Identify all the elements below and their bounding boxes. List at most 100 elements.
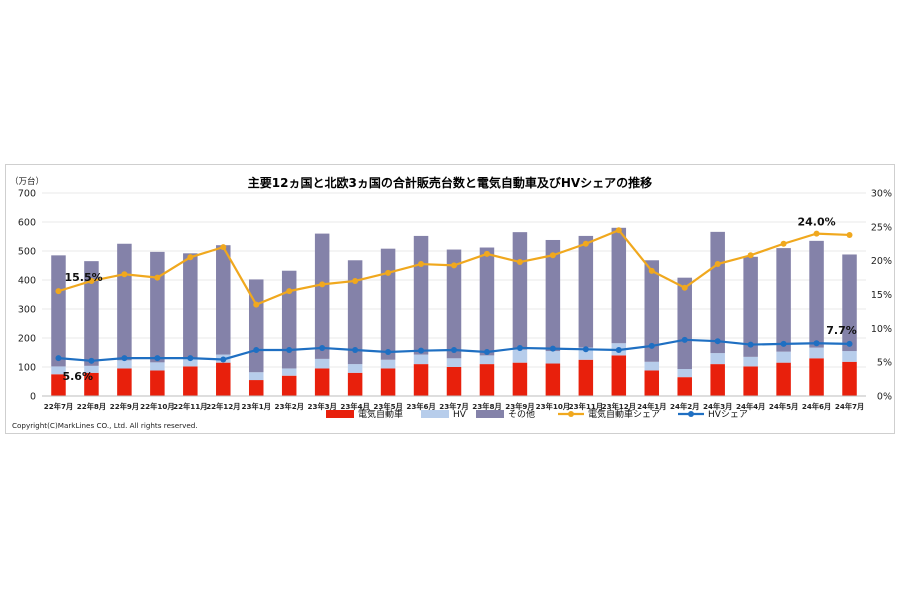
line-point [220,244,227,251]
line-point [648,342,655,349]
bar-segment [842,351,857,362]
bar-segment [216,245,231,355]
combo-chart: 主要12ヵ国と北欧3ヵ国の合計販売台数と電気自動車及びHVシェアの推移 （万台）… [10,175,892,430]
line-point [846,340,853,347]
line-point [253,346,260,353]
bar-segment [545,351,561,364]
x-tick: 23年6月 [406,402,435,411]
line-point [121,271,128,278]
legend-label: その他 [508,408,535,420]
bar-segment [512,349,528,363]
bar-segment [281,375,297,396]
bar-segment [710,364,725,396]
line-point [615,227,622,234]
bar-segment [183,366,198,396]
bar-segment [51,366,66,375]
line-point [385,349,392,356]
bar-segment [743,356,758,367]
bar-segment [809,358,824,396]
bar-segment [710,231,725,354]
bar-segment [446,249,462,359]
line-point [385,269,392,276]
bar-segment [248,380,264,396]
bar-segment [545,239,561,352]
y-right-tick: 25% [871,222,892,233]
bar-segment [150,362,165,371]
x-tick: 23年2月 [275,402,304,411]
bar-segment [314,368,330,396]
x-tick: 22年12月 [206,402,240,411]
bar-segment [743,256,758,357]
bar-segment [677,277,692,370]
bar-segment [545,363,561,396]
y-right-tick: 0% [877,392,892,403]
line-point [187,355,194,362]
bar-segment [281,270,297,369]
bar-segment [117,360,132,369]
line-point [220,356,227,363]
y-left-tick: 200 [18,334,36,345]
legend-label: HV [453,410,467,420]
bar-segment [183,253,198,359]
bar-segment [512,232,528,350]
annotation-label: 15.5% [64,271,102,284]
bar-segment [347,372,363,396]
line-point [813,230,820,237]
legend-swatch [476,410,504,418]
line-point [714,261,721,268]
bar-segment [84,365,99,373]
bar-segment [216,362,231,396]
y-left-tick: 100 [18,363,36,374]
y-left-tick: 300 [18,305,36,316]
x-tick: 24年4月 [736,402,765,411]
bar-segment [479,364,495,396]
x-tick: 23年3月 [307,402,336,411]
line-point [615,346,622,353]
line-point [352,346,359,353]
line-point [714,338,721,345]
y-left-tick: 400 [18,276,36,287]
copyright-text: Copyright(C)MarkLines CO., Ltd. All righ… [12,421,198,430]
line-point [55,355,62,362]
legend-swatch [326,410,354,418]
line-point [549,345,556,352]
x-tick: 22年9月 [110,402,139,411]
bar-segment [413,235,429,355]
bar-segment [380,368,396,396]
line-point [780,240,787,247]
y-right-tick: 30% [871,189,892,200]
bar-segment [413,364,429,396]
x-tick: 23年7月 [439,402,468,411]
line-point [352,277,359,284]
y-right-tick: 15% [871,290,892,301]
bar-segment [117,368,132,396]
line-point [418,347,425,354]
bar-segment [413,354,429,365]
line-point [483,349,490,356]
x-tick: 24年2月 [670,402,699,411]
bars [51,227,857,396]
bar-segment [479,355,495,365]
line-point [88,277,95,284]
annotation-label: 7.7% [826,324,857,337]
bar-segment [51,374,66,396]
line-point [55,288,62,295]
bar-segment [183,358,198,367]
bar-segment [347,260,363,365]
bar-segment [446,358,462,367]
line-point [88,357,95,364]
legend-label: 電気自動車シェア [588,408,660,420]
line-point [154,274,161,281]
x-tick: 24年1月 [637,402,666,411]
x-tick: 23年1月 [242,402,271,411]
x-tick: 22年11月 [173,402,207,411]
axes: 0 100 200 300 400 500 600 700 0% 5% 10% 15% 20% 25% 30… [18,189,892,412]
x-tick: 23年9月 [505,402,534,411]
bar-segment [710,353,725,365]
bar-segment [248,372,264,381]
bar-segment [347,364,363,373]
bar-segment [776,351,791,363]
bar-segment [677,377,692,396]
line-point [681,336,688,343]
x-tick: 22年8月 [77,402,106,411]
